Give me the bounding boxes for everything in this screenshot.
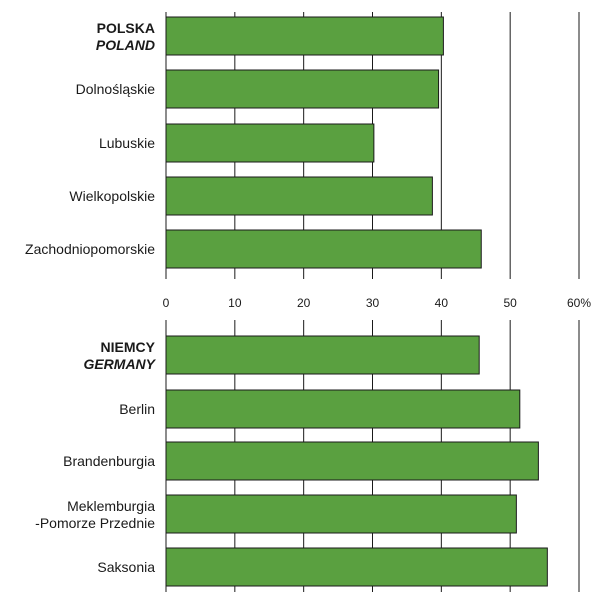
category-label-2-1-line1: NIEMCY (101, 339, 156, 355)
bar-1-2 (165, 69, 440, 109)
x-tick-label-50: 50 (503, 296, 517, 310)
bar-2-1 (165, 335, 480, 375)
bar-1-1 (165, 16, 444, 56)
x-tick-label-20: 20 (297, 296, 311, 310)
x-tick-label-0: 0 (163, 296, 170, 310)
x-tick-label-60: 60% (567, 296, 591, 310)
category-label-1-5: Zachodniopomorskie (25, 241, 155, 257)
category-label-1-3: Lubuskie (99, 135, 155, 151)
bar-2-4 (165, 494, 517, 534)
category-label-1-4: Wielkopolskie (69, 188, 155, 204)
bar-2-2 (165, 389, 521, 429)
category-label-2-4-line2: -Pomorze Przednie (35, 515, 155, 531)
category-label-2-1-line2: GERMANY (83, 356, 156, 372)
x-tick-label-40: 40 (435, 296, 449, 310)
category-label-2-4-line1: Meklemburgia (67, 498, 155, 514)
category-label-1-2: Dolnośląskie (76, 81, 156, 97)
x-axis: 0 10 20 30 40 50 60% (163, 296, 592, 310)
bar-1-5 (165, 229, 482, 269)
bar-1-3 (165, 123, 375, 163)
x-tick-label-10: 10 (228, 296, 242, 310)
bar-1-4 (165, 176, 433, 216)
bar-2-3 (165, 441, 539, 481)
x-tick-label-30: 30 (366, 296, 380, 310)
bar-2-5 (165, 547, 548, 587)
category-label-1-1-line2: POLAND (96, 37, 155, 53)
category-label-2-5: Saksonia (97, 559, 155, 575)
category-label-2-2: Berlin (119, 401, 155, 417)
category-label-2-3: Brandenburgia (63, 453, 155, 469)
category-label-1-1-line1: POLSKA (97, 20, 155, 36)
